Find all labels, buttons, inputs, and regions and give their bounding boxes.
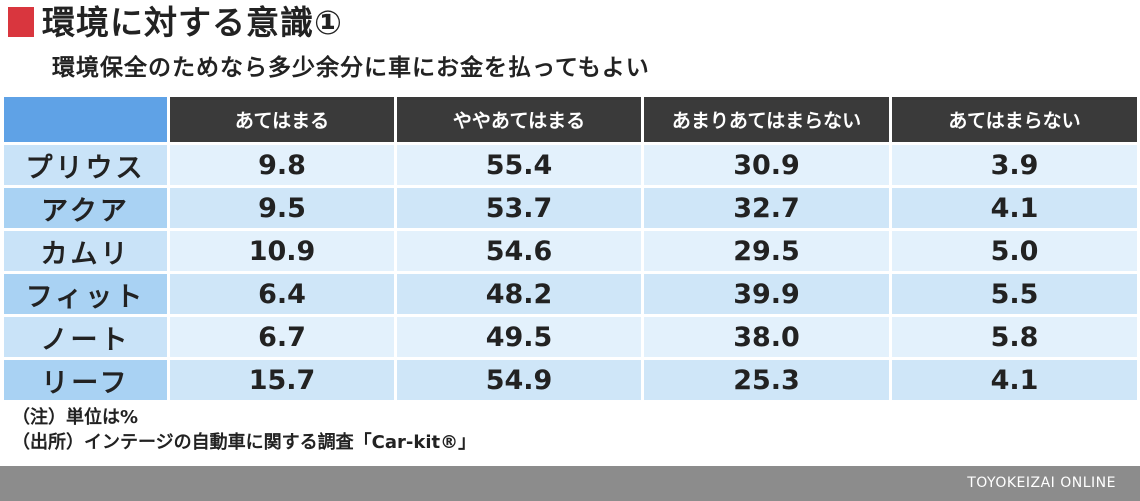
data-cell: 3.9 [892, 145, 1137, 185]
data-cell: 4.1 [892, 360, 1137, 400]
column-header: あてはまらない [892, 97, 1137, 142]
chart-subtitle: 環境保全のためなら多少余分に車にお金を払ってもよい [52, 55, 650, 81]
data-cell: 6.7 [170, 317, 394, 357]
data-cell: 39.9 [644, 274, 889, 314]
row-label: ノート [4, 317, 167, 357]
data-cell: 54.9 [397, 360, 641, 400]
table-row: フィット 6.4 48.2 39.9 5.5 [4, 274, 1137, 314]
footnotes: （注）単位は% （出所）インテージの自動車に関する調査「Car-kit®」 [12, 405, 476, 455]
row-label: カムリ [4, 231, 167, 271]
data-cell: 5.0 [892, 231, 1137, 271]
row-label: リーフ [4, 360, 167, 400]
row-label: プリウス [4, 145, 167, 185]
footer-brand: TOYOKEIZAI ONLINE [967, 475, 1116, 491]
table-body: プリウス 9.8 55.4 30.9 3.9 アクア 9.5 53.7 32.7 4.1 カムリ 10… [4, 145, 1137, 400]
title-block: 環境に対する意識① 環境保全のためなら多少余分に車にお金を払ってもよい [0, 0, 1140, 92]
data-cell: 5.5 [892, 274, 1137, 314]
row-label: アクア [4, 188, 167, 228]
chart-title: 環境に対する意識① [42, 3, 343, 42]
corner-cell [4, 97, 167, 142]
title-marker [8, 7, 34, 37]
table-row: ノート 6.7 49.5 38.0 5.8 [4, 317, 1137, 357]
table-row: アクア 9.5 53.7 32.7 4.1 [4, 188, 1137, 228]
footer-bar: TOYOKEIZAI ONLINE [0, 466, 1140, 501]
data-cell: 55.4 [397, 145, 641, 185]
data-grid: あてはまる ややあてはまる あまりあてはまらない あてはまらない プリウス 9.8… [1, 94, 1140, 403]
data-cell: 53.7 [397, 188, 641, 228]
data-cell: 10.9 [170, 231, 394, 271]
table-row: プリウス 9.8 55.4 30.9 3.9 [4, 145, 1137, 185]
source-note: （出所）インテージの自動車に関する調査「Car-kit®」 [12, 432, 477, 453]
data-cell: 9.8 [170, 145, 394, 185]
data-cell: 9.5 [170, 188, 394, 228]
table-row: カムリ 10.9 54.6 29.5 5.0 [4, 231, 1137, 271]
row-label: フィット [4, 274, 167, 314]
data-cell: 54.6 [397, 231, 641, 271]
column-header: あてはまる [170, 97, 394, 142]
column-header: あまりあてはまらない [644, 97, 889, 142]
data-cell: 5.8 [892, 317, 1137, 357]
survey-table: あてはまる ややあてはまる あまりあてはまらない あてはまらない プリウス 9.8… [4, 97, 1137, 401]
data-cell: 38.0 [644, 317, 889, 357]
data-cell: 48.2 [397, 274, 641, 314]
data-cell: 32.7 [644, 188, 889, 228]
data-cell: 6.4 [170, 274, 394, 314]
unit-note: （注）単位は% [12, 407, 139, 428]
data-cell: 15.7 [170, 360, 394, 400]
column-header: ややあてはまる [397, 97, 641, 142]
data-cell: 4.1 [892, 188, 1137, 228]
header-row: あてはまる ややあてはまる あまりあてはまらない あてはまらない [4, 97, 1137, 142]
data-cell: 49.5 [397, 317, 641, 357]
table-row: リーフ 15.7 54.9 25.3 4.1 [4, 360, 1137, 400]
data-cell: 29.5 [644, 231, 889, 271]
data-cell: 30.9 [644, 145, 889, 185]
data-cell: 25.3 [644, 360, 889, 400]
